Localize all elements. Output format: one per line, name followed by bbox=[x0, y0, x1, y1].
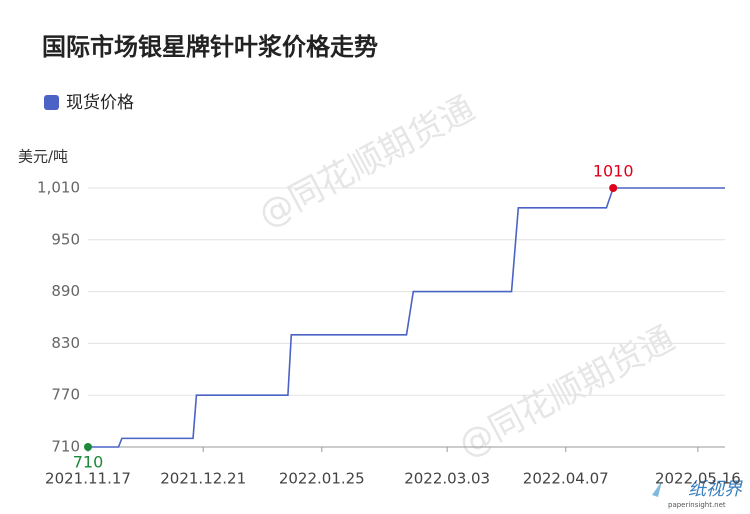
x-tick-label: 2021.11.17 bbox=[45, 470, 131, 488]
point bbox=[609, 184, 618, 192]
x-tick-label: 2022.01.25 bbox=[279, 470, 365, 488]
legend-label: 现货价格 bbox=[66, 93, 134, 113]
chart-title: 国际市场银星牌针叶浆价格走势 bbox=[42, 33, 378, 61]
point bbox=[84, 443, 92, 451]
y-tick-label: 770 bbox=[51, 386, 80, 404]
x-tick-label: 2022.05.16 bbox=[655, 470, 741, 488]
x-tick-label: 2022.04.07 bbox=[523, 470, 609, 488]
logo-text: 纸视界 bbox=[688, 479, 743, 500]
y-axis-label: 美元/吨 bbox=[18, 148, 68, 166]
y-tick-label: 830 bbox=[51, 334, 80, 352]
y-tick-label: 890 bbox=[51, 282, 80, 300]
line bbox=[88, 187, 725, 448]
logo-icon bbox=[652, 481, 662, 497]
watermark: @同花顺期货通 bbox=[252, 89, 481, 236]
logo-url: paperinsight.net bbox=[668, 501, 726, 509]
y-tick-label: 1,010 bbox=[37, 179, 80, 197]
x-tick-label: 2022.03.03 bbox=[404, 470, 490, 488]
value-label: 710 bbox=[73, 453, 104, 472]
y-tick-label: 710 bbox=[51, 438, 80, 456]
value-label: 1010 bbox=[593, 162, 634, 181]
x-tick-label: 2021.12.21 bbox=[160, 470, 246, 488]
watermark: @同花顺期货通 bbox=[452, 319, 681, 466]
legend-swatch bbox=[44, 95, 59, 110]
y-tick-label: 950 bbox=[51, 230, 80, 248]
